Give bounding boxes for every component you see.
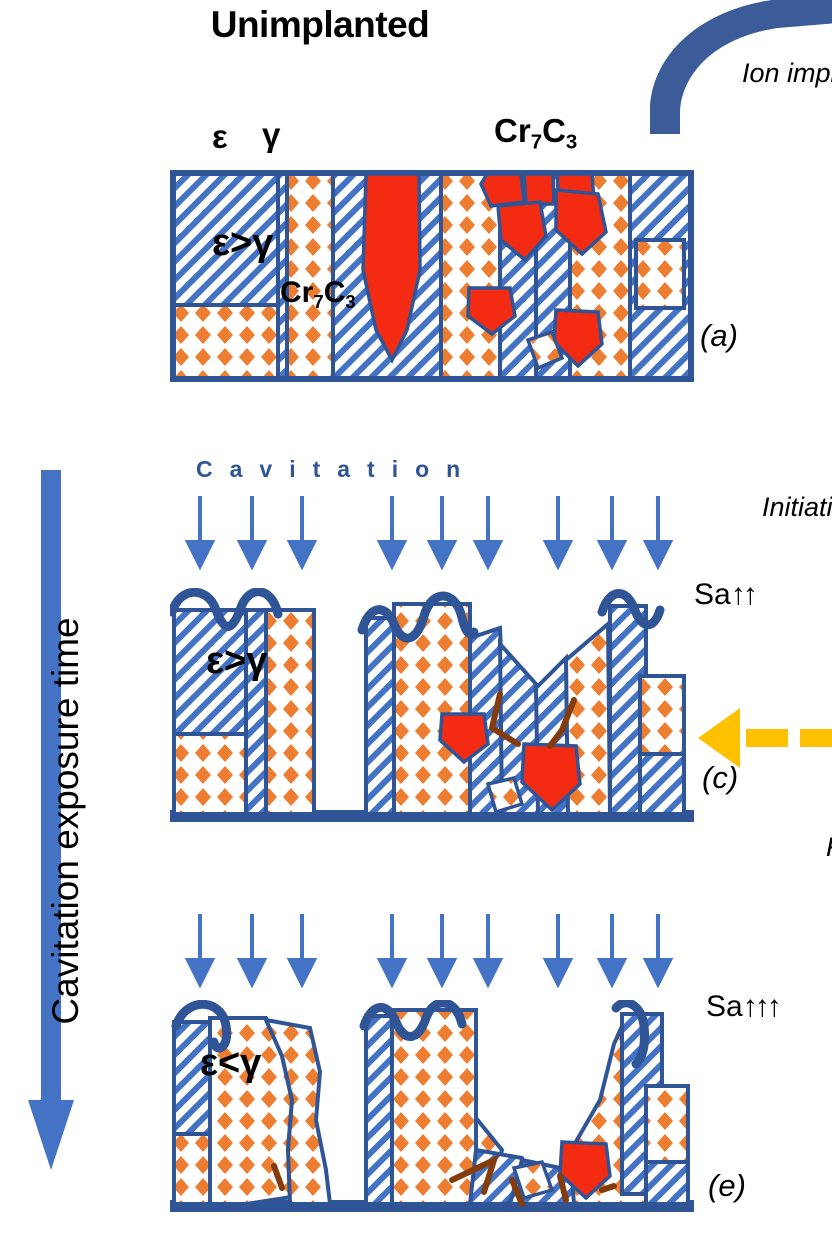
panel-e-microstructure: ε<γ [170,1000,694,1212]
down-arrow-icon [376,914,408,988]
cavitation-arrows-group-c [184,496,674,570]
panel-c-microstructure: ε>γ [170,588,694,824]
down-arrow-icon [542,496,574,570]
initiation-label: Initiation [762,492,832,522]
sa-text: Sa [706,990,743,1023]
up-arrow-icon: ↑↑↑ [742,990,782,1023]
panel-c-phase-ratio-label: ε>γ [206,640,268,682]
cavitation-time-arrow-icon [28,470,74,1170]
down-arrow-icon [286,914,318,988]
panel-a-phase-ratio-label: ε>γ [212,222,274,264]
panel-a-carbide-label: Cr7C3 [280,276,356,312]
down-arrow-icon [236,914,268,988]
panel-e-phase-ratio-label: ε<γ [200,1042,262,1084]
down-arrow-icon [596,914,628,988]
ion-implantation-curve-icon [650,0,832,134]
legend-gamma-label: γ [262,116,281,153]
ion-implantation-label: Ion implantation [742,58,832,88]
down-arrow-icon [426,914,458,988]
carbide-sub-3: 3 [565,130,578,154]
carbide-sub-7: 7 [530,130,543,154]
page-title: Unimplanted [210,4,430,45]
down-arrow-icon [184,914,216,988]
up-arrow-icon: ↑↑ [730,578,758,611]
panel-a-microstructure: ε>γ Cr7C3 [170,170,694,382]
panel-letter-c: (c) [702,760,739,795]
down-arrow-icon [596,496,628,570]
down-arrow-icon [376,496,408,570]
down-arrow-icon [236,496,268,570]
time-axis-label: Cavitation exposure time [45,617,86,1025]
legend-carbide-label: Cr7C3 [494,112,577,155]
down-arrow-icon [642,914,674,988]
down-arrow-icon [542,914,574,988]
cavitation-arrows-group-e [184,914,674,988]
down-arrow-icon [472,496,504,570]
panel-e-roughness-label: Sa↑↑↑ [706,990,782,1024]
fragmentation-label: F [826,832,832,863]
panel-letter-a: (a) [700,318,738,353]
down-arrow-icon [286,496,318,570]
down-arrow-icon [426,496,458,570]
down-arrow-icon [642,496,674,570]
sa-text: Sa [694,578,731,611]
carbide-c: C [542,112,566,149]
legend-epsilon-label: ε [212,118,228,155]
cavitation-label: Cavitation [196,456,478,482]
yellow-pointer-arrow-icon [698,708,832,768]
panel-c-roughness-label: Sa↑↑ [694,578,758,612]
carbide-cr: Cr [494,112,531,149]
down-arrow-icon [472,914,504,988]
panel-letter-e: (e) [708,1168,746,1203]
down-arrow-icon [184,496,216,570]
